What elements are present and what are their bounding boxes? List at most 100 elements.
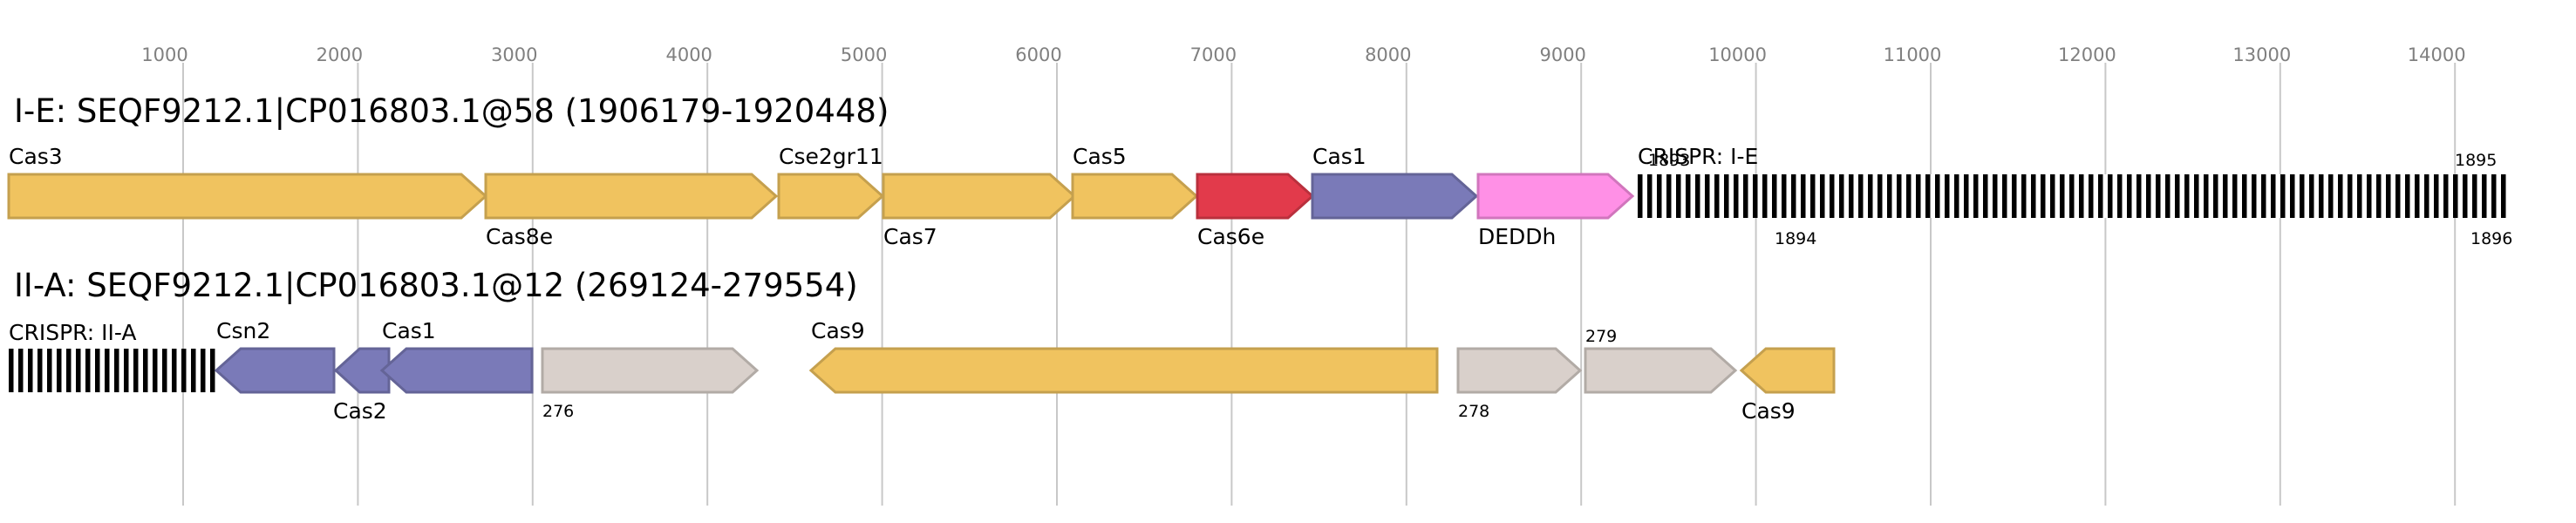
gene-arrow-cas6e[interactable]: [1196, 173, 1315, 220]
crispr-spacer: [1743, 174, 1748, 218]
gene-arrow-cas2[interactable]: [333, 347, 391, 394]
crispr-spacer: [1762, 174, 1768, 218]
tick-label: 9000: [1539, 44, 1585, 65]
tick-label: 6000: [1015, 44, 1061, 65]
tick-label: 14000: [2408, 44, 2466, 65]
crispr-array-bg: [9, 349, 211, 392]
crispr-spacer: [2415, 174, 2420, 218]
gene-label: DEDDh: [1478, 224, 1556, 249]
crispr-label: CRISPR: II-A: [9, 320, 136, 345]
crispr-spacer: [1906, 174, 1912, 218]
gene-label: Cas9: [811, 318, 865, 343]
crispr-spacer: [2069, 174, 2075, 218]
gene-arrow-cas1[interactable]: [379, 347, 534, 394]
crispr-spacer: [181, 349, 187, 392]
crispr-spacer: [1666, 174, 1672, 218]
crispr-array[interactable]: [1638, 174, 2508, 218]
crispr-spacer: [172, 349, 177, 392]
crispr-spacer: [201, 349, 206, 392]
array-annotation: 1896: [2470, 229, 2512, 248]
crispr-spacer: [2184, 174, 2190, 218]
crispr-spacer: [2328, 174, 2334, 218]
locus-title-ie: I-E: SEQF9212.1|CP016803.1@58 (1906179-1…: [14, 92, 889, 130]
tick-label: 10000: [1708, 44, 1767, 65]
gene-label: Cas2: [333, 398, 387, 424]
crispr-spacer: [1849, 174, 1854, 218]
gene-label: Cas9: [1741, 398, 1796, 424]
crispr-spacer: [1925, 174, 1931, 218]
crispr-spacer: [153, 349, 158, 392]
crispr-spacer: [85, 349, 91, 392]
crispr-label: CRISPR: I-E: [1638, 144, 1758, 169]
crispr-spacer: [1935, 174, 1940, 218]
crispr-spacer: [2290, 174, 2295, 218]
gene-arrow-278[interactable]: [1456, 347, 1583, 394]
gene-arrow-279[interactable]: [1584, 347, 1738, 394]
gene-arrow-cas8e[interactable]: [484, 173, 779, 220]
tick-label: 2000: [317, 44, 363, 65]
crispr-spacer: [2021, 174, 2027, 218]
crispr-spacer: [2482, 174, 2487, 218]
crispr-spacer: [2012, 174, 2017, 218]
gene-arrow-cas7[interactable]: [882, 173, 1077, 220]
crispr-spacer: [2108, 174, 2113, 218]
gene-label: 279: [1585, 327, 1617, 346]
crispr-spacer: [2242, 174, 2247, 218]
crispr-spacer: [1782, 174, 1787, 218]
gene-arrow-cse2gr11[interactable]: [777, 173, 885, 220]
tick-label: 4000: [665, 44, 712, 65]
crispr-spacer: [2060, 174, 2065, 218]
crispr-spacer: [1887, 174, 1892, 218]
crispr-spacer: [2357, 174, 2362, 218]
crispr-spacer: [2319, 174, 2324, 218]
crispr-spacer: [1830, 174, 1835, 218]
crispr-spacer: [2002, 174, 2007, 218]
tick-label: 5000: [841, 44, 887, 65]
crispr-spacer: [2405, 174, 2410, 218]
crispr-spacer: [1868, 174, 1873, 218]
crispr-spacer: [57, 349, 62, 392]
gene-arrow-cas9[interactable]: [1739, 347, 1836, 394]
crispr-spacer: [1801, 174, 1806, 218]
gene-label: Cas6e: [1197, 224, 1264, 249]
crispr-spacer: [2252, 174, 2257, 218]
crispr-spacer: [1858, 174, 1864, 218]
gene-arrow-csn2[interactable]: [214, 347, 336, 394]
crispr-array[interactable]: [9, 349, 215, 392]
crispr-spacer: [2098, 174, 2103, 218]
crispr-spacer: [1734, 174, 1739, 218]
crispr-spacer: [2395, 174, 2401, 218]
crispr-spacer: [2271, 174, 2276, 218]
crispr-spacer: [133, 349, 139, 392]
gene-arrow-cas1[interactable]: [1311, 173, 1479, 220]
gene-arrow-cas9[interactable]: [808, 347, 1439, 394]
crispr-spacer: [1820, 174, 1825, 218]
crispr-spacer: [1772, 174, 1777, 218]
locus-ie: Cas3 Cas8e Cse2gr11 Cas7 Cas5 Cas6e Cas1 DEDDh C…: [7, 144, 2512, 249]
tick-label: 7000: [1190, 44, 1237, 65]
crispr-spacer: [2453, 174, 2458, 218]
gene-arrow-deddh[interactable]: [1476, 173, 1635, 220]
crispr-spacer: [1657, 174, 1662, 218]
tick-label: 3000: [491, 44, 537, 65]
crispr-spacer: [124, 349, 129, 392]
crispr-spacer: [191, 349, 196, 392]
gene-arrow-cas5[interactable]: [1071, 173, 1199, 220]
crispr-spacer: [2472, 174, 2477, 218]
crispr-spacer: [18, 349, 24, 392]
crispr-spacer: [2424, 174, 2429, 218]
crispr-spacer: [2213, 174, 2218, 218]
crispr-spacer: [2367, 174, 2372, 218]
crispr-spacer: [76, 349, 81, 392]
gene-arrow-276[interactable]: [541, 347, 760, 394]
crispr-spacer: [2338, 174, 2343, 218]
crispr-spacer: [2194, 174, 2199, 218]
crispr-spacer: [1877, 174, 1883, 218]
crispr-spacer: [1724, 174, 1729, 218]
gene-arrow-cas3[interactable]: [7, 173, 488, 220]
crispr-spacer: [1945, 174, 1950, 218]
crispr-spacer: [210, 349, 215, 392]
crispr-spacer: [2117, 174, 2123, 218]
crispr-spacer: [162, 349, 167, 392]
